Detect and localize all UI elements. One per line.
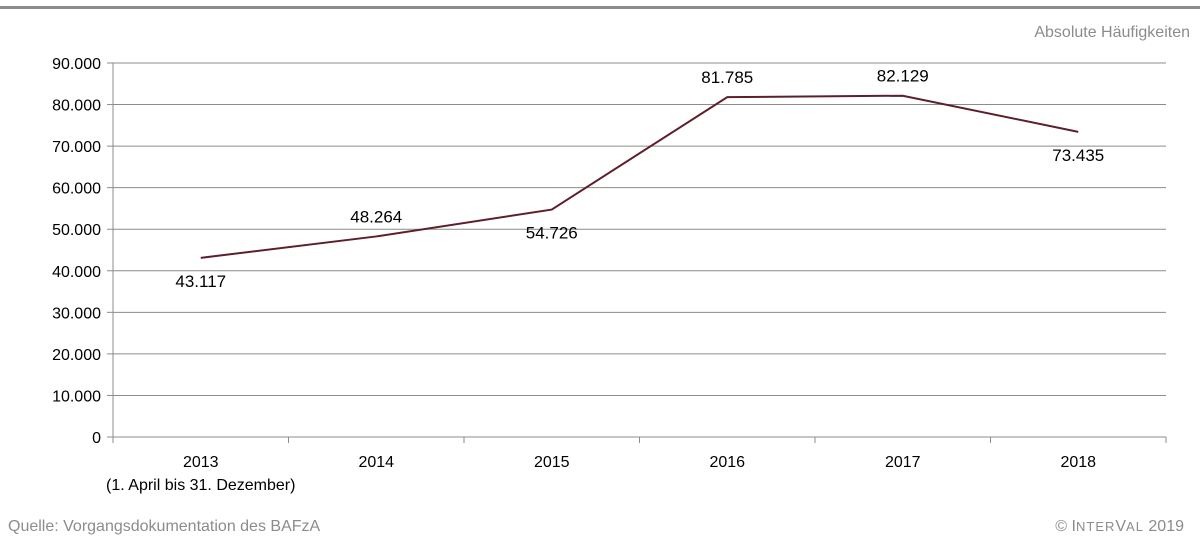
x-tick-label: 2016 <box>709 454 745 471</box>
source-note: Quelle: Vorgangsdokumentation des BAFzA <box>8 518 321 535</box>
x-tick-label: 2015 <box>534 454 570 471</box>
y-tick-label: 0 <box>92 430 101 447</box>
copyright-note: © INTERVAL 2019 <box>1055 518 1184 536</box>
series-line <box>200 94 1079 259</box>
y-tick-label: 20.000 <box>52 347 101 364</box>
y-tick-label: 30.000 <box>52 305 101 322</box>
line-chart: 0 10.000 20.000 30.000 40.000 50.000 60.000 70.… <box>52 56 1167 494</box>
y-tick-label: 40.000 <box>52 264 101 281</box>
y-tick-label: 90.000 <box>52 56 101 73</box>
unit-label: Absolute Häufigkeiten <box>1034 24 1190 41</box>
x-tick-label: 2018 <box>1060 454 1096 471</box>
data-label: 82.129 <box>877 67 929 86</box>
x-tick-sublabel: (1. April bis 31. Dezember) <box>106 477 295 494</box>
data-label: 48.264 <box>350 207 402 226</box>
x-tick-label: 2014 <box>358 454 394 471</box>
data-label: 81.785 <box>701 68 753 87</box>
brand-letters-al: AL <box>1126 519 1144 534</box>
y-tick-label: 50.000 <box>52 222 101 239</box>
x-tick-label: 2013 <box>183 454 219 471</box>
copyright-year: 2019 <box>1148 518 1184 535</box>
y-tick-label: 10.000 <box>52 388 101 405</box>
brand-letters-nter: NTER <box>1075 519 1116 534</box>
brand-letter-v: V <box>1115 518 1127 535</box>
copyright-symbol: © <box>1055 518 1068 535</box>
top-rule <box>0 6 1200 9</box>
data-label: 73.435 <box>1052 146 1104 165</box>
x-tick-label: 2017 <box>885 454 921 471</box>
data-label: 54.726 <box>526 224 578 243</box>
y-tick-label: 80.000 <box>52 98 101 115</box>
brand-letter-i: I <box>1071 518 1076 535</box>
data-label: 43.117 <box>175 272 226 291</box>
y-tick-label: 70.000 <box>52 139 101 156</box>
y-tick-label: 60.000 <box>52 181 101 198</box>
